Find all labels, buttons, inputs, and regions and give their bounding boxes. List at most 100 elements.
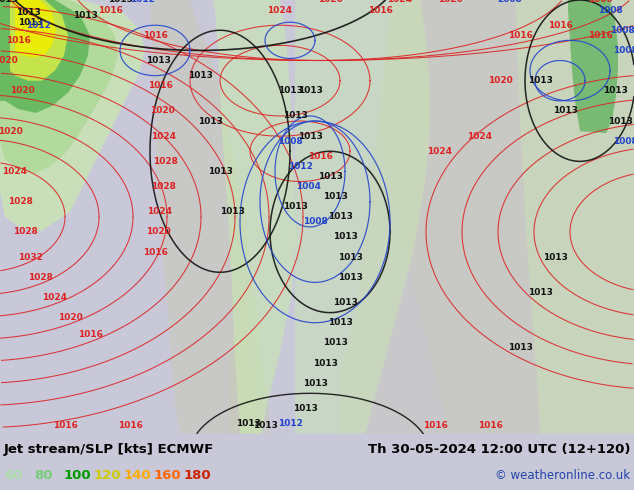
- Polygon shape: [150, 0, 270, 434]
- Text: 1008: 1008: [278, 137, 302, 146]
- Text: 1013: 1013: [333, 298, 358, 307]
- Text: 1013: 1013: [313, 359, 337, 368]
- Text: 1013: 1013: [337, 253, 363, 262]
- Text: 1016: 1016: [143, 247, 167, 257]
- Text: 1013: 1013: [328, 318, 353, 327]
- Text: 1013: 1013: [333, 232, 358, 242]
- Text: 1028: 1028: [150, 182, 176, 191]
- Text: 1008: 1008: [612, 137, 634, 146]
- Polygon shape: [213, 0, 295, 434]
- Polygon shape: [380, 0, 634, 434]
- Text: 1016: 1016: [307, 152, 332, 161]
- Text: 1013: 1013: [302, 379, 327, 388]
- Text: 1024: 1024: [148, 207, 172, 216]
- Text: 2008: 2008: [498, 0, 522, 4]
- Text: 1020: 1020: [488, 76, 512, 85]
- Text: 1008: 1008: [598, 5, 623, 15]
- Text: 1016: 1016: [117, 421, 143, 430]
- Text: 1013: 1013: [207, 167, 233, 176]
- Text: 1016: 1016: [368, 5, 392, 15]
- Text: 1013: 1013: [146, 56, 171, 65]
- Polygon shape: [0, 0, 90, 113]
- Text: 1013: 1013: [602, 86, 628, 95]
- Text: 1013: 1013: [323, 339, 347, 347]
- Text: 1013: 1013: [198, 117, 223, 125]
- Text: 1013: 1013: [297, 132, 323, 141]
- Text: 1013: 1013: [219, 207, 245, 216]
- Text: 1013: 1013: [0, 0, 18, 4]
- Text: 1008: 1008: [612, 46, 634, 55]
- Text: 1013: 1013: [328, 212, 353, 221]
- Text: 1016: 1016: [588, 31, 612, 40]
- Text: 1020: 1020: [0, 56, 17, 65]
- Text: 1013: 1013: [108, 0, 133, 4]
- Text: 1013: 1013: [283, 112, 307, 121]
- Text: 1016: 1016: [148, 81, 172, 90]
- Polygon shape: [10, 0, 68, 81]
- Polygon shape: [0, 0, 118, 173]
- Text: 1016: 1016: [98, 5, 122, 15]
- Polygon shape: [15, 0, 56, 57]
- Text: 1013: 1013: [236, 419, 261, 428]
- Text: 1016: 1016: [477, 421, 502, 430]
- Text: Jet stream/SLP [kts] ECMWF: Jet stream/SLP [kts] ECMWF: [4, 443, 214, 456]
- Text: 1028: 1028: [8, 197, 32, 206]
- Text: 1020: 1020: [146, 227, 171, 237]
- Text: 1012: 1012: [288, 162, 313, 171]
- Text: 1016: 1016: [53, 421, 77, 430]
- Polygon shape: [568, 0, 618, 133]
- Text: 180: 180: [184, 469, 212, 483]
- Text: 1032: 1032: [18, 253, 42, 262]
- Polygon shape: [295, 0, 430, 434]
- Text: 1024: 1024: [42, 293, 67, 302]
- Text: 1013: 1013: [252, 421, 278, 430]
- Text: 1013: 1013: [318, 172, 342, 181]
- Text: 1024: 1024: [427, 147, 453, 156]
- Text: 1016: 1016: [6, 36, 30, 45]
- Text: 1024: 1024: [3, 167, 27, 176]
- Text: © weatheronline.co.uk: © weatheronline.co.uk: [495, 469, 630, 483]
- Text: 1013: 1013: [283, 202, 307, 211]
- Text: 1013: 1013: [72, 11, 98, 20]
- Text: 1024: 1024: [467, 132, 493, 141]
- Text: 1024: 1024: [387, 0, 413, 4]
- Text: 1000: 1000: [588, 0, 612, 4]
- Text: 1013: 1013: [543, 253, 567, 262]
- Text: Th 30-05-2024 12:00 UTC (12+120): Th 30-05-2024 12:00 UTC (12+120): [368, 443, 630, 456]
- Text: 1013: 1013: [297, 86, 323, 95]
- Text: 1020: 1020: [0, 126, 22, 136]
- Text: 1013: 1013: [607, 117, 633, 125]
- Text: 1016: 1016: [77, 330, 103, 339]
- Text: 1012: 1012: [278, 419, 302, 428]
- Text: 1020: 1020: [437, 0, 462, 4]
- Text: 1020: 1020: [10, 86, 34, 95]
- Text: 160: 160: [154, 469, 181, 483]
- Text: 1020: 1020: [150, 106, 174, 116]
- Text: 1016: 1016: [548, 21, 573, 30]
- Polygon shape: [0, 0, 145, 232]
- Text: 1024: 1024: [268, 5, 292, 15]
- Text: 1008: 1008: [610, 26, 634, 35]
- Text: 140: 140: [124, 469, 152, 483]
- Polygon shape: [340, 0, 634, 434]
- Text: 1013: 1013: [508, 343, 533, 352]
- Polygon shape: [230, 272, 260, 434]
- Text: 1016: 1016: [143, 31, 167, 40]
- Text: 1004: 1004: [295, 182, 320, 191]
- Text: 1016: 1016: [508, 31, 533, 40]
- Text: 1016: 1016: [423, 421, 448, 430]
- Text: 1013: 1013: [527, 76, 552, 85]
- Text: 60: 60: [4, 469, 22, 483]
- Text: 1013: 1013: [323, 192, 347, 201]
- Text: 1013: 1013: [292, 404, 318, 413]
- Text: 1013: 1013: [527, 288, 552, 297]
- Text: 1013: 1013: [188, 71, 212, 80]
- Text: 1013: 1013: [553, 106, 578, 116]
- Text: 1012: 1012: [25, 21, 51, 30]
- Text: 1012: 1012: [129, 0, 155, 4]
- Text: 1028: 1028: [153, 157, 178, 166]
- Text: 1020: 1020: [318, 0, 342, 4]
- Text: 1008: 1008: [302, 218, 327, 226]
- Text: 1028: 1028: [27, 273, 53, 282]
- Text: 1013: 1013: [278, 86, 302, 95]
